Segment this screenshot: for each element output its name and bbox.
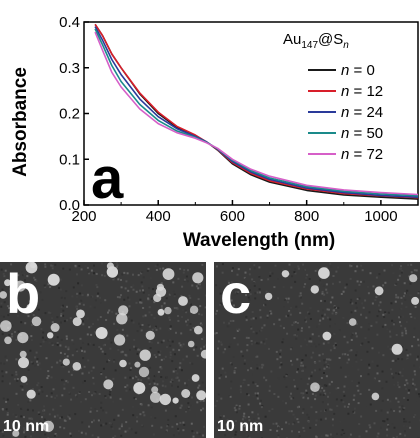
micrograph-c-image [214,262,420,438]
panel-label-b: b [6,262,41,325]
y-tick-label: 0.0 [59,197,80,214]
panel-label-c: c [220,262,252,325]
plot-area: 200 400 600 800 1000 0.0 0.1 0.2 0.3 0.4 [59,14,419,225]
y-axis-label: Absorbance [10,67,31,177]
micrograph-b-image [0,262,206,438]
legend-title: Au147@Sn [283,31,349,51]
y-tick-label: 0.1 [59,151,80,168]
absorbance-chart: 200 400 600 800 1000 0.0 0.1 0.2 0.3 0.4 Absorban… [10,14,419,251]
panel-label-a: a [91,146,124,211]
series-line-4 [94,31,419,196]
y-tick-label: 0.4 [59,14,80,31]
x-axis-label: Wavelength (nm) [183,230,335,251]
micrograph-c: c 10 nm [214,262,420,438]
x-tick-label: 800 [294,208,319,225]
scale-bar-label-c: 10 nm [217,418,264,435]
legend-label-1: n = 12 [341,83,383,100]
legend: Au147@Sn n = 0 n = 12 n = 24 n = 50 n = 72 [283,31,383,163]
legend-label-0: n = 0 [341,62,375,79]
y-tick-label: 0.3 [59,60,80,77]
legend-label-4: n = 72 [341,146,383,163]
legend-label-3: n = 50 [341,125,383,142]
scale-bar-label-b: 10 nm [3,418,50,435]
legend-label-2: n = 24 [341,104,383,121]
x-tick-label: 400 [146,208,171,225]
x-tick-label: 600 [220,208,245,225]
x-tick-label: 1000 [364,208,397,225]
micrograph-b: b 10 nm [0,262,206,438]
x-tick-label: 200 [71,208,96,225]
y-tick-label: 0.2 [59,106,80,123]
